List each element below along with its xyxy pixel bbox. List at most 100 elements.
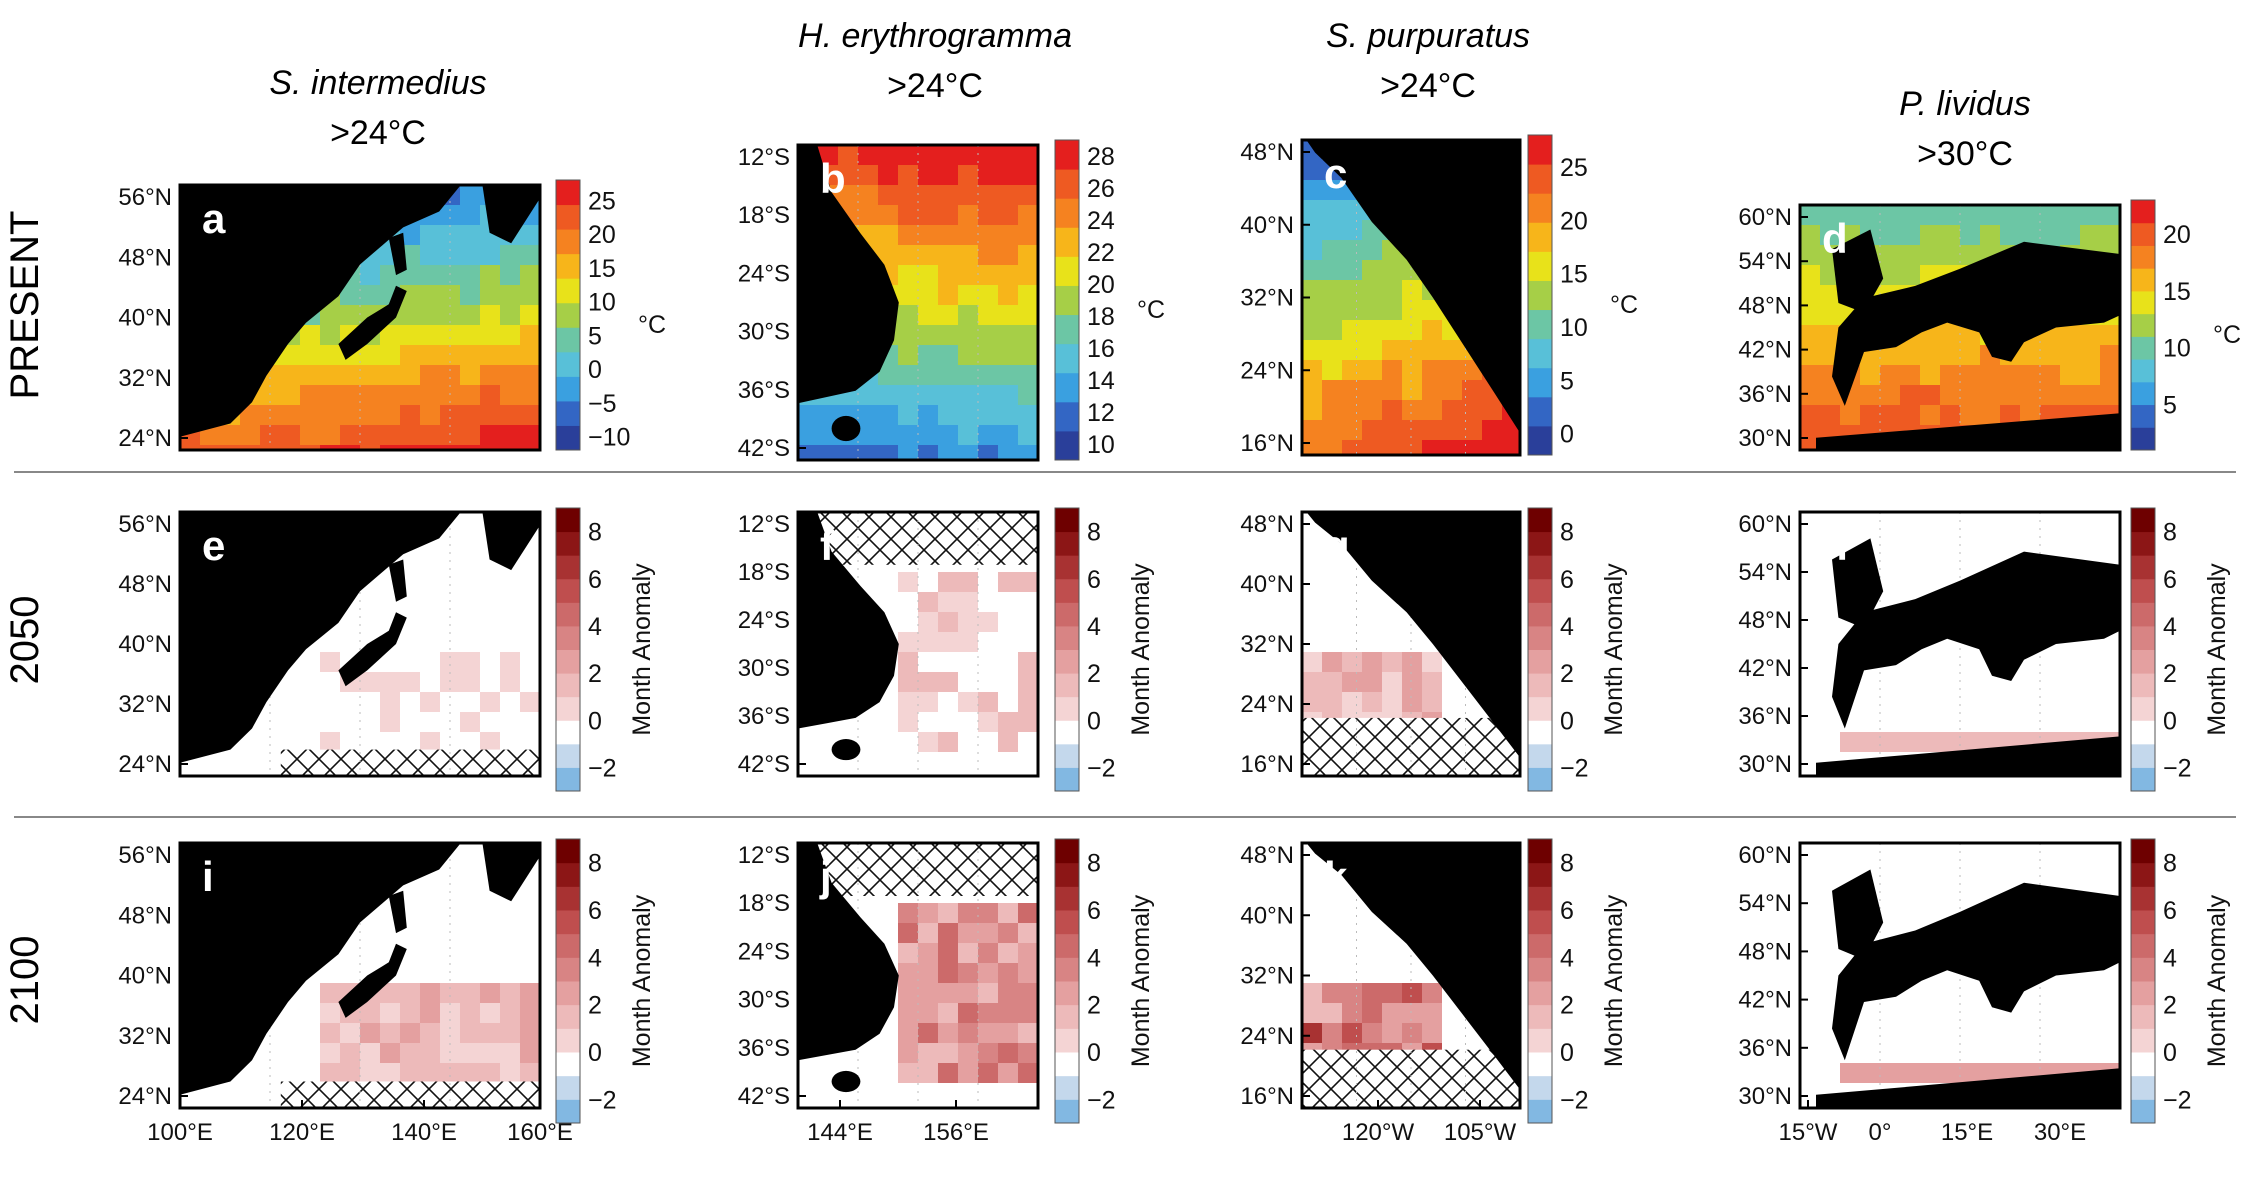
grid-cell <box>1362 963 1383 984</box>
grid-cell <box>2060 325 2081 346</box>
colorbar-label: Month Anomaly <box>2203 894 2231 1067</box>
grid-cell <box>440 385 461 406</box>
colorbar-segment <box>2131 673 2155 698</box>
colorbar-tick-label: 8 <box>588 850 602 878</box>
grid-cell <box>978 772 999 777</box>
grid-cell <box>380 345 401 366</box>
grid-cell <box>400 652 421 673</box>
grid-cell <box>400 225 421 246</box>
grid-cell <box>1900 1023 1921 1044</box>
grid-cell <box>2060 672 2081 693</box>
colorbar-tick-label: 25 <box>1560 154 1588 182</box>
colorbar-segment <box>556 578 580 603</box>
y-tick-label: 48°N <box>118 244 172 271</box>
grid-cell <box>400 632 421 653</box>
grid-cell <box>858 572 879 593</box>
colorbar-tick-label: 15 <box>588 255 616 283</box>
grid-cell <box>360 692 381 713</box>
land-tasmania <box>831 1070 861 1093</box>
grid-cell <box>1018 385 1039 406</box>
grid-cell <box>918 385 939 406</box>
grid-cell <box>480 652 501 673</box>
colorbar-segment <box>1055 1028 1079 1053</box>
grid-cell <box>340 1043 361 1064</box>
grid-cell <box>1302 400 1323 421</box>
grid-cell <box>2020 512 2041 533</box>
colorbar-segment <box>1055 625 1079 650</box>
grid-cell <box>1302 360 1323 381</box>
grid-cell <box>978 672 999 693</box>
grid-cell <box>838 185 859 206</box>
colorbar-tick-label: 8 <box>2163 850 2177 878</box>
grid-cell <box>1820 405 1841 426</box>
land-asia <box>180 843 461 1095</box>
grid-cell <box>460 983 481 1004</box>
grid-cell <box>320 1043 341 1064</box>
grid-cell <box>958 325 979 346</box>
grid-cell <box>1880 572 1901 593</box>
grid-cell <box>1442 1003 1463 1024</box>
grid-cell <box>2100 1003 2121 1024</box>
colorbar-frame <box>2130 507 2156 792</box>
colorbar-tick-label: 20 <box>588 221 616 249</box>
grid-cell <box>420 425 441 446</box>
grid-cell <box>998 345 1019 366</box>
grid-cell <box>480 963 501 984</box>
colorbar-label: Month Anomaly <box>1127 894 1155 1067</box>
grid-cell <box>2040 843 2061 864</box>
colorbar-segment <box>2131 767 2155 792</box>
grid-cell <box>1322 400 1343 421</box>
y-tick-label: 40°N <box>1240 212 1294 239</box>
colorbar-segment <box>2131 359 2155 383</box>
grid-cell <box>938 285 959 306</box>
grid-cell <box>2060 365 2081 386</box>
colorbar-segment <box>1055 372 1079 403</box>
grid-cell <box>2040 345 2061 366</box>
grid-cell <box>1940 1003 1961 1024</box>
grid-cell <box>400 325 421 346</box>
grid-cell <box>520 592 541 613</box>
colorbar-segment <box>2131 336 2155 360</box>
grid-cell <box>838 772 859 777</box>
colorbar-label: Month Anomaly <box>628 894 656 1067</box>
colorbar-tick-label: 10 <box>588 289 616 317</box>
grid-cell <box>958 425 979 446</box>
colorbar-frame <box>2130 199 2156 451</box>
colorbar-tick-label: 0 <box>1560 1039 1574 1067</box>
grid-cell <box>1362 440 1383 456</box>
grid-cell <box>958 732 979 753</box>
grid-cell <box>1800 305 1821 326</box>
grid-cell <box>2080 512 2101 533</box>
grid-cell <box>1362 632 1383 653</box>
grid-cell <box>1860 692 1881 713</box>
grid-cell <box>1302 592 1323 613</box>
grid-cell <box>978 943 999 964</box>
grid-cell <box>938 983 959 1004</box>
grid-cell <box>1920 1043 1941 1064</box>
grid-cell <box>1382 260 1403 281</box>
grid-cell <box>520 305 541 326</box>
grid-cell <box>1018 325 1039 346</box>
grid-cell <box>2040 672 2061 693</box>
colorbar-tick-label: 0 <box>1560 421 1574 449</box>
grid-cell <box>918 572 939 593</box>
grid-cell <box>1860 843 1881 864</box>
grid-cell <box>998 365 1019 386</box>
grid-cell <box>520 285 541 306</box>
grid-cell <box>460 345 481 366</box>
grid-cell <box>1840 405 1861 426</box>
grid-cell <box>400 285 421 306</box>
y-tick-label: 30°S <box>738 655 790 682</box>
grid-cell <box>1382 360 1403 381</box>
grid-cell <box>858 1083 879 1104</box>
grid-cell <box>918 943 939 964</box>
land-tasmania <box>831 739 861 761</box>
grid-cell <box>1382 1023 1403 1044</box>
colorbar-segment <box>1528 886 1552 911</box>
grid-cell <box>520 425 541 446</box>
grid-cell <box>320 305 341 326</box>
grid-cell <box>480 983 501 1004</box>
grid-cell <box>1422 1023 1443 1044</box>
grid-cell <box>380 712 401 733</box>
grid-cell <box>1980 365 2001 386</box>
